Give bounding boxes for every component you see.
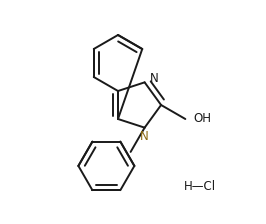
- Text: N: N: [140, 130, 149, 143]
- Text: OH: OH: [193, 112, 211, 125]
- Text: N: N: [150, 72, 159, 85]
- Text: H—Cl: H—Cl: [184, 179, 216, 192]
